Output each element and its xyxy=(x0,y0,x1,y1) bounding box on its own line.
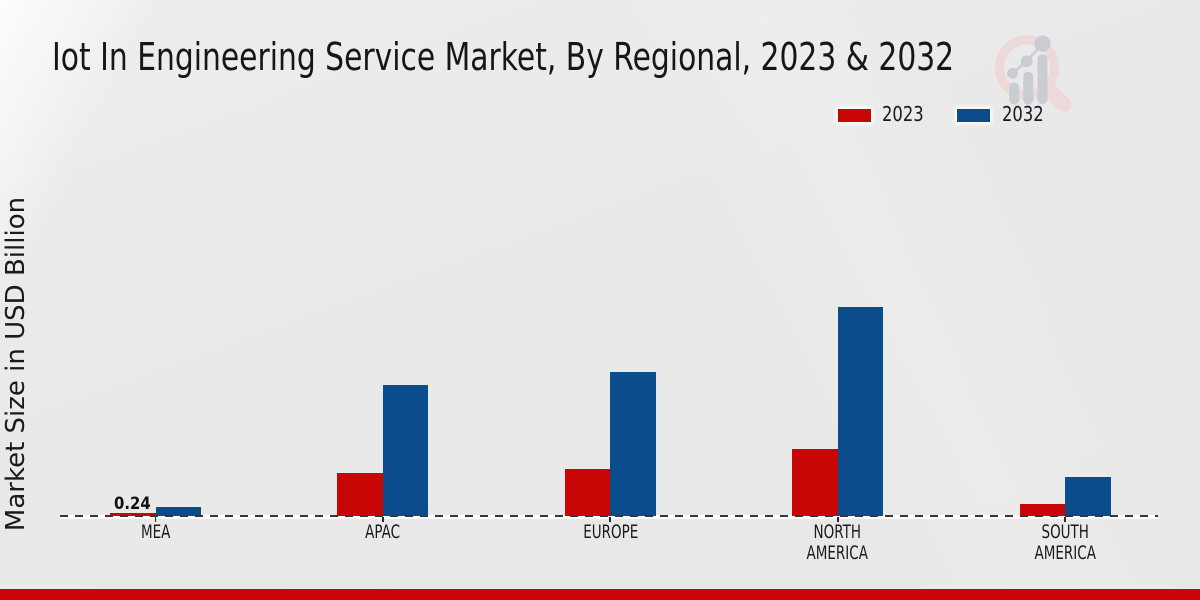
x-tick-label-mea: MEA xyxy=(140,520,171,543)
bar-2032-mea xyxy=(155,506,201,516)
x-tick-label-north-america: NORTH AMERICA xyxy=(806,520,869,564)
bar-2023-europe xyxy=(564,469,611,516)
footer-strip xyxy=(0,589,1200,600)
legend-label-2023: 2023 xyxy=(881,102,924,126)
x-tick-apac xyxy=(382,517,384,522)
x-tick-label-south-america: SOUTH AMERICA xyxy=(1034,520,1096,564)
x-tick-mea xyxy=(154,517,157,522)
bar-2023-north-america xyxy=(792,449,838,516)
legend-label-2032: 2032 xyxy=(1001,102,1044,126)
x-tick-north-america xyxy=(836,517,839,522)
bar-2032-south-america xyxy=(1065,477,1111,516)
legend-swatch-2023 xyxy=(838,108,871,122)
mrfr-logo xyxy=(994,35,1072,112)
zero-baseline-dashed xyxy=(60,514,1158,517)
legend-swatch-2032 xyxy=(957,108,990,122)
bar-2032-apac xyxy=(382,385,429,516)
x-tick-label-apac: APAC xyxy=(365,520,401,543)
x-tick-south-america xyxy=(1064,517,1066,522)
bar-2023-south-america xyxy=(1019,504,1066,516)
chart-title: Iot In Engineering Service Market, By Re… xyxy=(52,34,955,79)
growth-trend-icon xyxy=(1007,35,1051,79)
y-axis-label: Market Size in USD Billion xyxy=(1,196,31,532)
bar-2032-europe xyxy=(610,372,656,516)
bar-2023-mea xyxy=(110,512,156,516)
bar-2032-north-america xyxy=(837,306,884,516)
growth-bars-icon xyxy=(1009,54,1048,105)
x-tick-europe xyxy=(609,517,612,522)
data-label-2023-mea: 0.24 xyxy=(114,494,152,514)
x-tick-label-europe: EUROPE xyxy=(582,520,638,543)
bar-2023-apac xyxy=(337,473,383,516)
